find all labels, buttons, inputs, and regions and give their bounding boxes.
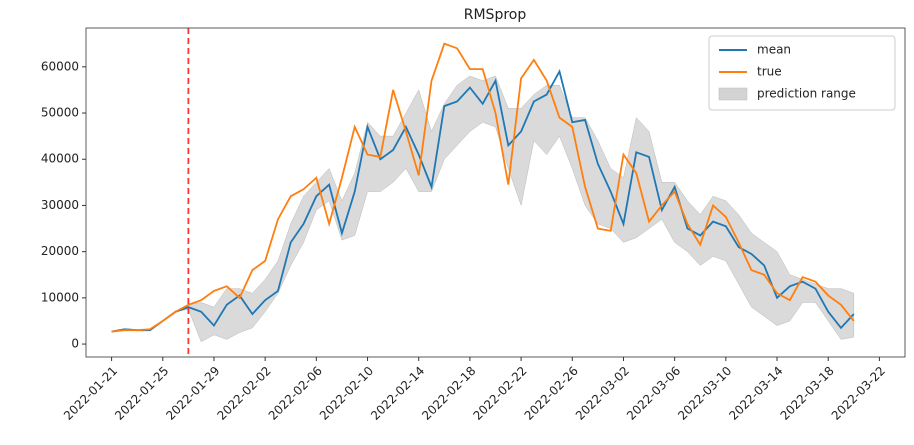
x-tick-label: 2022-01-29 — [163, 364, 222, 423]
x-tick-label: 2022-02-10 — [317, 364, 376, 423]
x-tick-label: 2022-03-06 — [624, 364, 683, 423]
x-tick-label: 2022-01-25 — [112, 364, 171, 423]
x-tick-label: 2022-02-26 — [522, 364, 581, 423]
series-line — [111, 42, 855, 333]
x-tick-label: 2022-02-22 — [470, 364, 529, 423]
x-tick-label: 2022-01-21 — [61, 364, 120, 423]
legend-box — [708, 35, 896, 111]
y-tick-label: 20000 — [41, 244, 79, 258]
x-tick-label: 2022-03-10 — [675, 364, 734, 423]
x-tick-label: 2022-03-14 — [726, 364, 785, 423]
x-tick-label: 2022-03-02 — [573, 364, 632, 423]
y-tick-label: 50000 — [41, 106, 79, 120]
legend-label: prediction range — [757, 87, 856, 101]
x-tick-label: 2022-02-18 — [419, 364, 478, 423]
series-line — [111, 69, 855, 333]
legend-label: mean — [757, 43, 791, 57]
legend: mean true prediction range — [708, 35, 896, 111]
legend-label: true — [757, 65, 782, 79]
prediction-band — [111, 75, 855, 343]
x-tick-label: 2022-03-18 — [778, 364, 837, 423]
y-tick-label: 40000 — [41, 152, 79, 166]
y-tick-label: 60000 — [41, 59, 79, 73]
x-tick-label: 2022-02-14 — [368, 364, 427, 423]
y-tick-label: 10000 — [41, 290, 79, 304]
x-tick-label: 2022-02-06 — [266, 364, 325, 423]
legend-swatch — [718, 87, 748, 101]
chart-title: RMSprop — [464, 7, 527, 23]
x-tick-label: 2022-02-02 — [215, 364, 274, 423]
plot-frame — [85, 27, 906, 358]
x-tick-label: 2022-03-22 — [829, 364, 888, 423]
y-tick-label: 30000 — [41, 198, 79, 212]
y-tick-label: 0 — [71, 337, 79, 351]
